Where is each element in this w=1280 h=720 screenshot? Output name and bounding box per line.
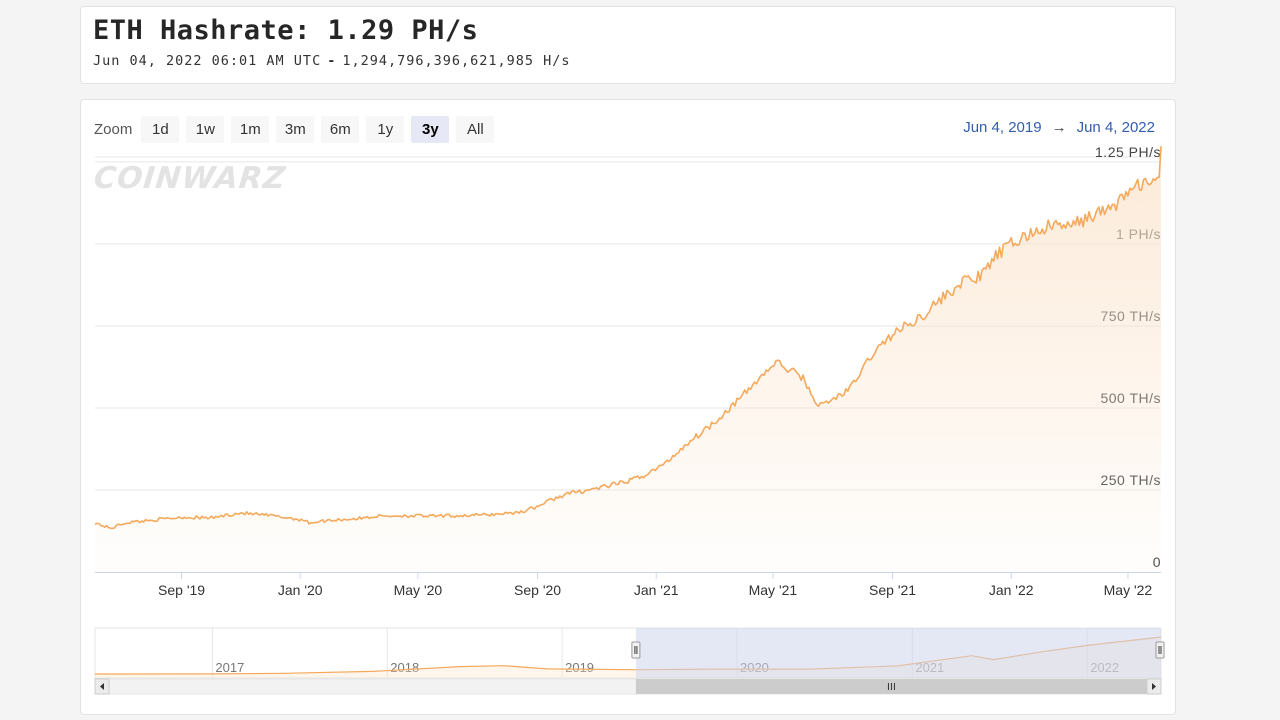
zoom-label: Zoom [94, 120, 133, 138]
scroll-right-arrow-icon [1152, 683, 1156, 690]
subtitle-separator: - [327, 53, 337, 69]
x-tick-label: May '21 [749, 582, 798, 598]
y-tick-label: 1.25 PH/s [1095, 144, 1161, 160]
date-range-display: Jun 4, 2019 → Jun 4, 2022 [963, 119, 1155, 136]
range-arrow-icon: → [1051, 119, 1067, 136]
x-tick-label: Sep '21 [869, 582, 916, 598]
hashrate-series-line [94, 146, 1162, 530]
x-tick-label: May '20 [394, 582, 443, 598]
x-tick-label: Sep '19 [158, 582, 205, 598]
timestamp: Jun 04, 2022 06:01 AM UTC [93, 53, 322, 69]
page-title: ETH Hashrate: 1.29 PH/s [93, 15, 479, 46]
navigator-year-label: 2018 [390, 660, 419, 675]
chart-card: 0250 TH/s500 TH/s750 TH/s1 PH/s1.25 PH/s… [80, 99, 1176, 715]
zoom-1d-button[interactable]: 1d [141, 115, 180, 143]
coinwarz-logo-watermark: COINWARZ [92, 161, 288, 196]
navigator-year-label: 2017 [215, 660, 244, 675]
navigator-selection-mask[interactable] [635, 628, 1161, 678]
zoom-selector: Zoom 1d 1w 1m 3m 6m 1y 3y All [94, 115, 501, 143]
navigator-year-label: 2019 [565, 660, 594, 675]
x-tick-label: Jan '21 [634, 582, 679, 598]
x-tick-label: Jan '22 [989, 582, 1034, 598]
zoom-6m-button[interactable]: 6m [321, 115, 360, 143]
zoom-1m-button[interactable]: 1m [231, 115, 270, 143]
scroll-left-arrow-icon [100, 683, 104, 690]
zoom-all-button[interactable]: All [456, 115, 495, 143]
x-tick-label: Sep '20 [514, 582, 561, 598]
hashrate-full-value: 1,294,796,396,621,985 H/s [342, 53, 571, 69]
range-to-date[interactable]: Jun 4, 2022 [1076, 119, 1155, 136]
x-tick-label: May '22 [1104, 582, 1153, 598]
navigator-handle[interactable] [631, 641, 641, 659]
range-from-date[interactable]: Jun 4, 2019 [963, 119, 1042, 136]
zoom-3m-button[interactable]: 3m [276, 115, 315, 143]
zoom-1y-button[interactable]: 1y [366, 115, 405, 143]
hashrate-chart: 0250 TH/s500 TH/s750 TH/s1 PH/s1.25 PH/s… [94, 144, 1165, 695]
hashrate-header: ETH Hashrate: 1.29 PH/s Jun 04, 2022 06:… [80, 6, 1176, 84]
zoom-3y-button[interactable]: 3y [411, 115, 450, 143]
hashrate-subtitle: Jun 04, 2022 06:01 AM UTC -1,294,796,396,… [93, 53, 571, 69]
navigator-handle[interactable] [1155, 641, 1165, 659]
zoom-1w-button[interactable]: 1w [186, 115, 225, 143]
x-tick-label: Jan '20 [278, 582, 323, 598]
hashrate-area [95, 146, 1161, 573]
